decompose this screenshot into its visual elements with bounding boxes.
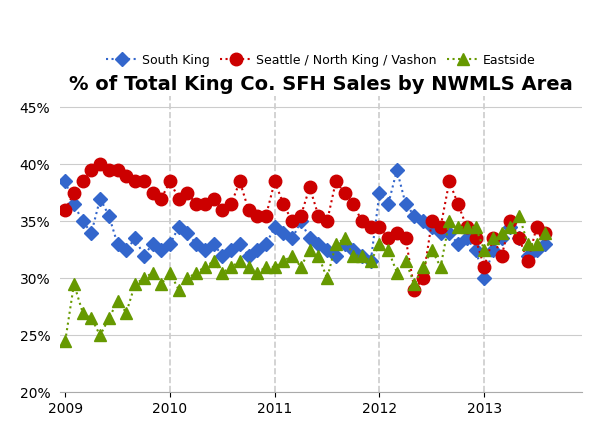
South King xyxy=(394,167,401,173)
South King xyxy=(358,253,365,258)
Line: Seattle / North King / Vashon: Seattle / North King / Vashon xyxy=(59,158,551,296)
Seattle / North King / Vashon xyxy=(385,236,392,241)
Eastside xyxy=(542,230,549,235)
Title: % of Total King Co. SFH Sales by NWMLS Area: % of Total King Co. SFH Sales by NWMLS A… xyxy=(69,75,573,94)
South King xyxy=(376,190,383,195)
South King xyxy=(236,242,244,247)
Eastside xyxy=(515,213,523,218)
Eastside xyxy=(236,259,244,264)
South King xyxy=(332,253,340,258)
Eastside xyxy=(376,242,383,247)
Seattle / North King / Vashon xyxy=(70,190,77,195)
Eastside xyxy=(332,242,340,247)
Line: South King: South King xyxy=(61,165,550,283)
South King xyxy=(70,201,77,207)
Eastside xyxy=(62,338,69,344)
Eastside xyxy=(428,247,436,252)
South King xyxy=(437,230,444,235)
Seattle / North King / Vashon xyxy=(446,179,453,184)
Eastside xyxy=(70,282,77,287)
Seattle / North King / Vashon xyxy=(542,230,549,235)
South King xyxy=(62,179,69,184)
Seattle / North King / Vashon xyxy=(411,287,418,293)
Seattle / North King / Vashon xyxy=(341,190,348,195)
Seattle / North King / Vashon xyxy=(245,208,252,213)
Line: Eastside: Eastside xyxy=(59,210,551,347)
Seattle / North King / Vashon xyxy=(62,208,69,213)
South King xyxy=(481,276,488,281)
South King xyxy=(542,242,549,247)
Seattle / North King / Vashon xyxy=(97,162,104,167)
Seattle / North King / Vashon xyxy=(367,225,374,230)
Legend: South King, Seattle / North King / Vashon, Eastside: South King, Seattle / North King / Vasho… xyxy=(101,49,541,72)
Eastside xyxy=(358,253,365,258)
